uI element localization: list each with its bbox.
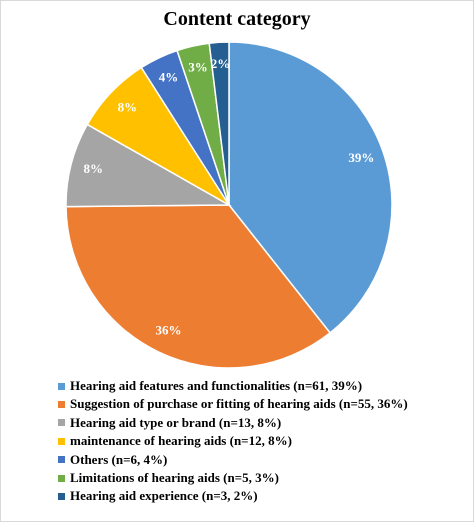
legend-label-2: Hearing aid type or brand (n=13, 8%): [70, 414, 282, 430]
slice-label-1: 36%: [156, 322, 182, 337]
legend-item-5: Limitations of hearing aids (n=5, 3%): [58, 469, 408, 487]
legend-item-3: maintenance of hearing aids (n=12, 8%): [58, 432, 408, 450]
legend: Hearing aid features and functionalities…: [58, 377, 408, 506]
legend-swatch-2: [58, 419, 65, 427]
legend-swatch-0: [58, 382, 65, 390]
legend-label-6: Hearing aid experience (n=3, 2%): [70, 488, 258, 504]
pie-slice-6: [208, 41, 230, 206]
legend-swatch-3: [58, 437, 65, 445]
slice-label-3: 8%: [118, 99, 138, 114]
legend-item-6: Hearing aid experience (n=3, 2%): [58, 487, 408, 505]
slice-label-6: 2%: [211, 56, 231, 71]
legend-label-1: Suggestion of purchase or fitting of hea…: [70, 396, 408, 412]
legend-item-0: Hearing aid features and functionalities…: [58, 377, 408, 395]
slice-label-4: 4%: [159, 69, 179, 84]
chart-title: Content category: [163, 8, 311, 30]
pie-slice-2: [65, 123, 232, 208]
legend-item-4: Others (n=6, 4%): [58, 451, 408, 469]
slice-label-2: 8%: [84, 161, 104, 176]
legend-label-3: maintenance of hearing aids (n=12, 8%): [70, 433, 292, 449]
legend-label-0: Hearing aid features and functionalities…: [70, 378, 363, 393]
legend-swatch-1: [58, 401, 65, 409]
legend-item-1: Suggestion of purchase or fitting of hea…: [58, 395, 408, 413]
pie-chart: 39% 36% 8% 8% 4% 3% 2%: [65, 41, 393, 369]
legend-label-4: Others (n=6, 4%): [70, 451, 168, 467]
slice-label-5: 3%: [188, 59, 208, 74]
slice-label-0: 39%: [348, 150, 374, 165]
legend-swatch-5: [58, 474, 65, 482]
legend-item-2: Hearing aid type or brand (n=13, 8%): [58, 414, 408, 432]
legend-label-5: Limitations of hearing aids (n=5, 3%): [70, 469, 279, 485]
pie-slice-0: [228, 41, 393, 334]
pie-slice-1: [65, 204, 332, 369]
legend-swatch-4: [58, 456, 65, 464]
legend-swatch-6: [58, 493, 65, 501]
